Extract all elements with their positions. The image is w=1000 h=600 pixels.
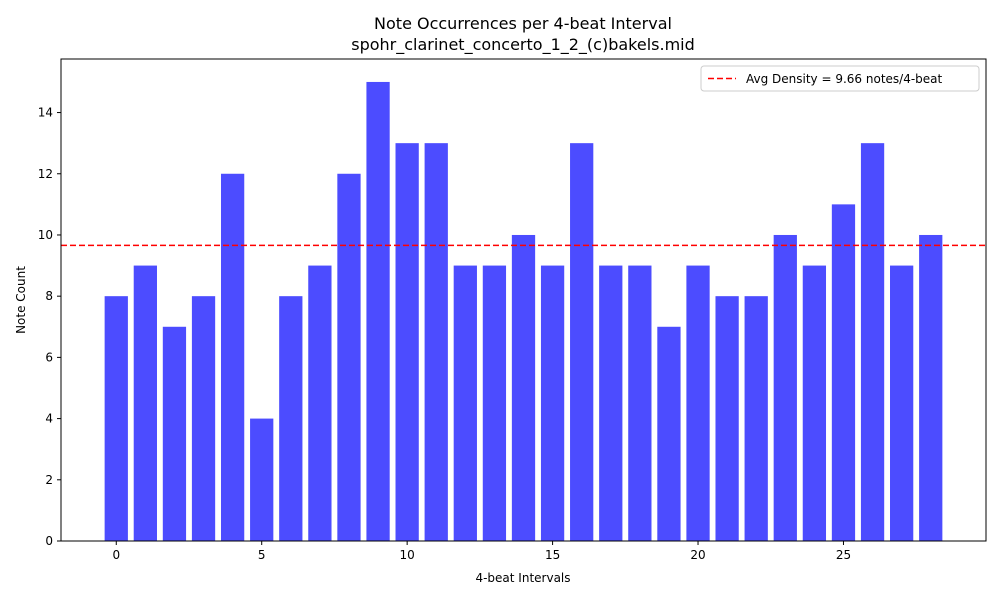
legend-label: Avg Density = 9.66 notes/4-beat xyxy=(746,72,943,86)
bar-15 xyxy=(540,265,565,541)
y-tick-label-0: 0 xyxy=(45,534,53,548)
y-tick-label-12: 12 xyxy=(38,167,53,181)
x-tick-label-15: 15 xyxy=(545,548,560,562)
bar-24 xyxy=(802,265,827,541)
bar-16 xyxy=(570,143,594,541)
y-axis-label: Note Count xyxy=(14,266,28,334)
bar-7 xyxy=(308,265,332,541)
y-tick-label-8: 8 xyxy=(45,289,53,303)
bars xyxy=(104,81,943,541)
bar-10 xyxy=(395,143,419,541)
y-axis: 0 2 4 6 8 10 12 14 xyxy=(38,106,61,548)
bar-2 xyxy=(162,326,187,541)
y-tick-label-14: 14 xyxy=(38,106,53,120)
x-axis-label: 4-beat Intervals xyxy=(475,571,570,585)
bar-22 xyxy=(744,296,768,541)
bar-5 xyxy=(250,418,274,541)
chart-title: Note Occurrences per 4-beat Interval xyxy=(374,14,672,33)
bar-9 xyxy=(366,81,390,541)
bar-14 xyxy=(511,234,536,541)
bar-6 xyxy=(279,296,303,541)
bar-13 xyxy=(482,265,507,541)
bar-26 xyxy=(860,143,885,541)
bar-3 xyxy=(191,296,216,541)
y-tick-label-10: 10 xyxy=(38,228,53,242)
bar-11 xyxy=(424,143,448,541)
bar-12 xyxy=(453,265,477,541)
bar-0 xyxy=(104,296,128,541)
x-tick-label-25: 25 xyxy=(836,548,851,562)
bar-20 xyxy=(686,265,710,541)
y-tick-label-4: 4 xyxy=(45,412,53,426)
x-tick-label-20: 20 xyxy=(690,548,705,562)
legend: Avg Density = 9.66 notes/4-beat xyxy=(700,65,980,92)
bar-18 xyxy=(628,265,652,541)
chart-subtitle: spohr_clarinet_concerto_1_2_(c)bakels.mi… xyxy=(351,35,695,55)
x-tick-label-10: 10 xyxy=(400,548,415,562)
x-tick-label-5: 5 xyxy=(258,548,266,562)
x-axis: 0 5 10 15 20 25 xyxy=(112,541,851,562)
y-tick-label-6: 6 xyxy=(45,350,53,364)
bar-1 xyxy=(133,265,157,541)
bar-27 xyxy=(890,265,914,541)
legend-box xyxy=(700,65,980,92)
bar-19 xyxy=(657,326,681,541)
bar-17 xyxy=(599,265,623,541)
bar-28 xyxy=(919,234,943,541)
plot-frame xyxy=(60,58,987,542)
bar-25 xyxy=(831,204,856,541)
y-tick-label-2: 2 xyxy=(45,473,53,487)
bar-21 xyxy=(715,296,739,541)
x-tick-label-0: 0 xyxy=(112,548,120,562)
bar-4 xyxy=(220,173,245,541)
bar-23 xyxy=(773,234,797,541)
bar-8 xyxy=(337,173,361,541)
